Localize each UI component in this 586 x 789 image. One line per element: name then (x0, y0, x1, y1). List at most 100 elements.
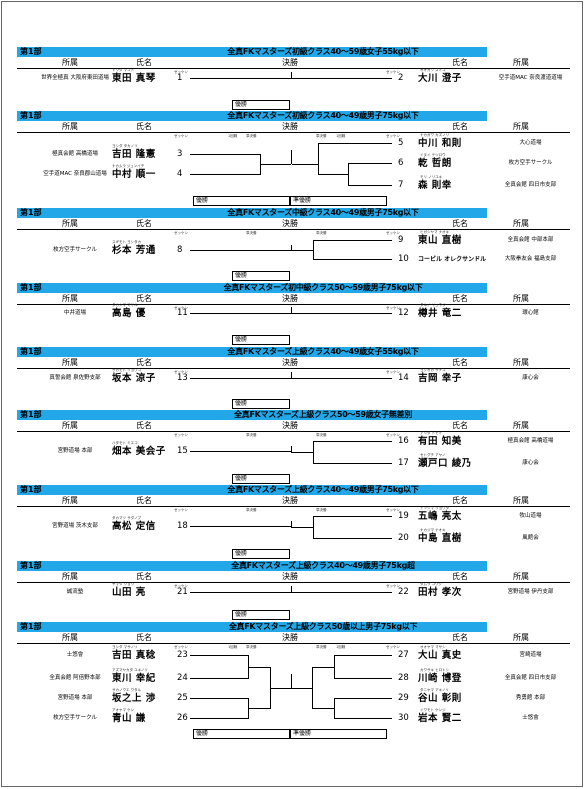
player-name-kana: ハタモト ミエコ (112, 441, 138, 445)
header-affiliation-right: 所属 (513, 421, 529, 430)
division-label: 第1部 (20, 208, 42, 217)
header-name-right: 氏名 (452, 358, 468, 367)
bracket-line (313, 441, 392, 442)
player-name: 中島 直樹 (418, 533, 462, 544)
seed-number: 20 (398, 533, 409, 543)
player-affiliation: 誠流塾 (66, 589, 84, 595)
seed-label-left: ゼッケン (174, 306, 188, 310)
header-final: 決勝 (282, 358, 298, 367)
header-affiliation-right: 所属 (513, 496, 529, 505)
category-bar (17, 561, 487, 571)
player-affiliation: 枚方空手サークル (53, 247, 97, 253)
player-name: 吉岡 幸子 (418, 373, 462, 384)
player-name-kana: アオヤマ ケン (112, 708, 135, 712)
bracket-line (190, 592, 392, 593)
player-affiliation: 空手道MAC 奈良渡道道場 (498, 75, 563, 81)
division-label: 第1部 (20, 111, 42, 120)
seed-label-right: ゼッケン (386, 231, 400, 235)
header-divider (17, 304, 570, 305)
header-divider (17, 643, 570, 644)
header-name-left: 氏名 (136, 294, 152, 303)
player-name: 坂本 涼子 (112, 373, 156, 384)
category-title: 全真FKマスターズ初中級クラス50～59歳男子75kg以下 (223, 283, 423, 292)
player-name-kana: ナカムラ ジュンイチ (112, 164, 145, 168)
player-affiliation: 全真会館 四日市支部 (504, 675, 557, 681)
header-divider (17, 68, 570, 69)
player-affiliation: 宮崎道場 (519, 652, 542, 658)
player-affiliation: 風館会 (522, 535, 539, 541)
seed-number: 27 (398, 650, 409, 660)
bracket-line (190, 78, 392, 79)
player-name: 山田 亮 (112, 587, 146, 598)
header-affiliation-left: 所属 (62, 58, 78, 67)
seed-number: 10 (398, 254, 409, 264)
seed-number: 1 (177, 73, 183, 83)
header-affiliation-right: 所属 (513, 122, 529, 131)
bracket-line (312, 667, 334, 668)
semifinal-label-right: 準決勝 (316, 433, 327, 437)
semifinal-label: 準決勝 (246, 508, 257, 512)
category-bar (17, 347, 487, 357)
player-name: 五嶋 亮太 (418, 511, 462, 522)
semifinal-label: 準決勝 (246, 231, 257, 235)
seed-number: 17 (398, 458, 409, 468)
category-bar (17, 47, 487, 57)
player-name-kana: アズマヤカタ ユキノリ (112, 668, 148, 672)
player-affiliation: 大阪拳友会 福島支部 (504, 256, 557, 262)
category-title: 全真FKマスターズ上級クラス50～59歳女子無差別 (234, 410, 412, 419)
bracket-line (291, 250, 313, 251)
seed-number: 9 (398, 235, 404, 245)
header-affiliation-right: 所属 (513, 358, 529, 367)
bracket-line (334, 655, 392, 656)
winner-box: 優勝 (193, 729, 290, 739)
seed-number: 26 (177, 713, 188, 723)
header-divider (17, 431, 570, 432)
bracket-line (291, 307, 292, 313)
bracket-line (348, 163, 349, 186)
bracket-line (292, 164, 318, 165)
seed-number: 24 (177, 673, 188, 683)
bracket-line (313, 259, 392, 260)
category-title: 全真FKマスターズ上級クラス40～49歳女子55kg以下 (227, 347, 419, 356)
bracket-line (291, 674, 292, 688)
player-name-kana: アリタ トモミ (420, 431, 443, 435)
header-final: 決勝 (282, 122, 298, 131)
player-affiliation: 世界全極真 大阪府東田道場 (41, 75, 109, 81)
seed-label-left: ゼッケン (174, 584, 188, 588)
seed-number: 28 (398, 673, 409, 683)
seed-label-left: ゼッケン (174, 370, 188, 374)
player-name-kana: ナカジマ ナオキ (420, 528, 446, 532)
player-name-kana: イヌイ テツロウ (420, 153, 446, 157)
header-final: 決勝 (282, 58, 298, 67)
bracket-line (313, 538, 392, 539)
seed-number: 11 (177, 308, 188, 318)
division-label: 第1部 (20, 283, 42, 292)
player-name-kana: オオカワ スミコ (420, 68, 446, 72)
bracket-line (190, 174, 260, 175)
winner-box: 優勝 (232, 271, 290, 281)
header-name-left: 氏名 (136, 421, 152, 430)
player-affiliation: 空手道MAC 奈良郡山道場 (43, 171, 107, 177)
player-name-kana: イツシマ リョウタ (420, 506, 450, 510)
seed-number: 13 (177, 373, 188, 383)
seed-number: 5 (398, 138, 404, 148)
player-name-kana: トウダ マコト (112, 68, 135, 72)
seed-label-left: ゼッケン (174, 508, 188, 512)
player-name: 畑本 美会子 (112, 446, 166, 457)
header-final: 決勝 (282, 633, 298, 642)
player-name-kana: タムラ コウジ (420, 582, 442, 586)
bracket-line (312, 708, 334, 709)
bracket-line (291, 372, 292, 378)
player-affiliation: 牧山道場 (519, 513, 542, 519)
runner-up-box: 準優勝 (290, 729, 387, 739)
seed-number: 18 (177, 521, 188, 531)
bracket-line (313, 463, 392, 464)
runner-up-box: 準優勝 (290, 196, 387, 206)
seed-number: 19 (398, 511, 409, 521)
bracket-line (318, 143, 319, 175)
player-affiliation: 全真会館 四日市支部 (504, 182, 557, 188)
bracket-line (291, 72, 292, 78)
header-affiliation-left: 所属 (62, 572, 78, 581)
header-name-left: 氏名 (136, 122, 152, 131)
header-divider (17, 506, 570, 507)
